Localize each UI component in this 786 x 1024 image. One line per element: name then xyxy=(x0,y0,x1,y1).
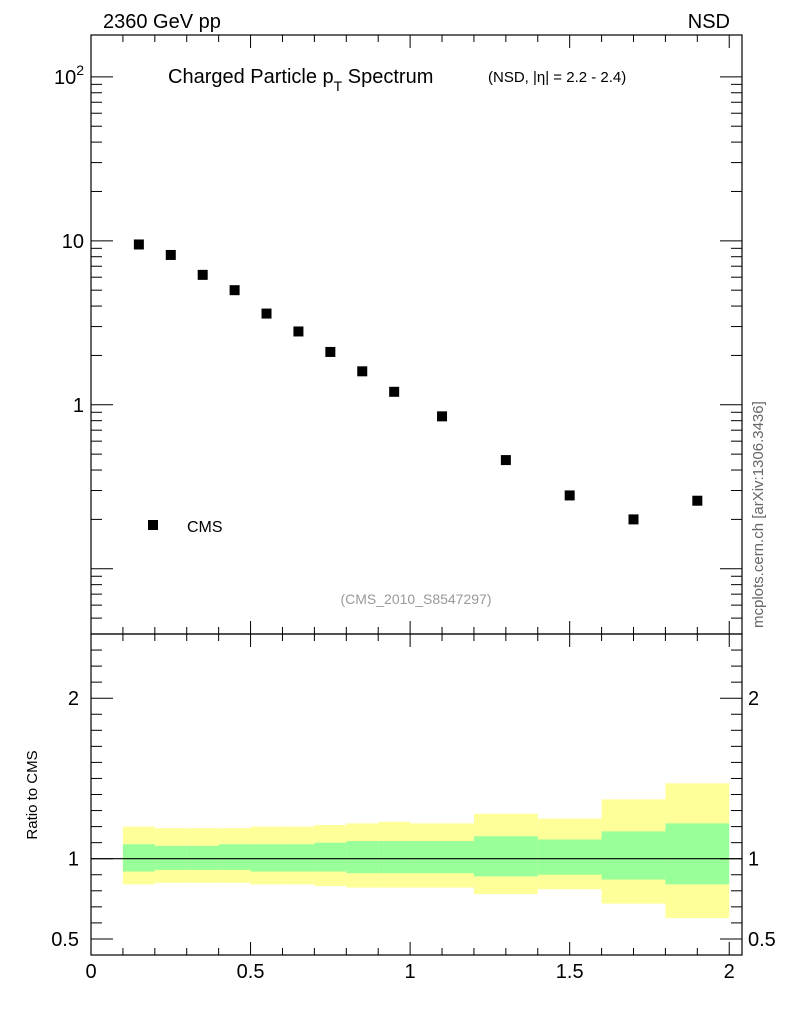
ratio-y-tick-label-left: 0.5 xyxy=(51,929,79,951)
x-tick-label: 1 xyxy=(405,961,416,983)
ratio-y-tick-labels: 0.5 0.5 1 1 2 2 xyxy=(51,688,776,951)
data-point xyxy=(229,285,240,296)
data-point xyxy=(165,249,176,260)
ratio-band-green xyxy=(154,845,187,870)
ratio-band-green xyxy=(122,844,155,872)
ratio-band-green xyxy=(473,836,538,877)
ratio-bands xyxy=(122,783,730,919)
x-tick-labels: 0 0.5 1 1.5 2 xyxy=(85,961,734,983)
data-point xyxy=(261,308,272,319)
ratio-y-tick-label-left: 2 xyxy=(68,688,79,710)
ratio-y-tick-label-right: 1 xyxy=(748,849,759,871)
data-point xyxy=(133,239,144,250)
data-point xyxy=(325,346,336,357)
ratio-y-axis-label: Ratio to CMS xyxy=(24,750,41,839)
legend-label: CMS xyxy=(187,519,223,536)
ratio-y-tick-label-right: 0.5 xyxy=(748,929,776,951)
ratio-band-green xyxy=(314,842,347,872)
data-point xyxy=(500,455,511,466)
ratio-band-green xyxy=(186,845,219,870)
ratio-band-green xyxy=(378,841,411,874)
main-frame xyxy=(90,34,743,635)
main-y-tick-label: 102 xyxy=(54,62,84,89)
ratio-band-green xyxy=(282,844,315,872)
x-tick-label: 0.5 xyxy=(237,961,265,983)
title-tail: Spectrum xyxy=(342,66,433,88)
header-right: NSD xyxy=(688,11,730,33)
data-point xyxy=(293,326,304,337)
ratio-band-green xyxy=(346,841,379,874)
ratio-y-tick-label-left: 1 xyxy=(68,849,79,871)
title-main: Charged Particle p xyxy=(168,66,334,88)
ratio-band-green xyxy=(537,839,602,875)
main-y-tick-labels: 1 10 102 xyxy=(54,62,84,417)
data-points xyxy=(133,239,703,525)
data-point xyxy=(197,269,208,280)
ratio-band-green xyxy=(601,831,666,880)
ratio-band-green xyxy=(410,841,474,874)
ratio-band-green xyxy=(250,844,283,872)
legend-marker xyxy=(148,520,158,530)
ratio-band-green xyxy=(218,844,251,870)
ratio-panel: 0.5 0.5 1 1 2 2 0 0.5 1 1.5 2 Ratio to CMS xyxy=(24,633,776,983)
title-note: (NSD, |η| = 2.2 - 2.4) xyxy=(488,69,626,86)
side-credit-label: mcplots.cern.ch [arXiv:1306.3436] xyxy=(750,401,767,628)
ratio-axis-ticks xyxy=(90,633,742,956)
main-panel: Charged Particle pT Spectrum (NSD, |η| =… xyxy=(54,34,743,635)
analysis-annotation: (CMS_2010_S8547297) xyxy=(341,591,492,607)
ratio-y-tick-label-right: 2 xyxy=(748,688,759,710)
main-axis-ticks xyxy=(90,35,742,635)
data-point xyxy=(692,495,703,506)
x-tick-label: 1.5 xyxy=(556,961,584,983)
main-y-tick-label: 1 xyxy=(73,395,84,417)
data-point xyxy=(564,490,575,501)
data-point xyxy=(357,366,368,377)
data-point xyxy=(628,514,639,525)
ratio-band-green xyxy=(665,823,730,885)
title-subscript: T xyxy=(334,78,343,94)
data-point xyxy=(437,411,448,422)
x-tick-label: 2 xyxy=(724,961,735,983)
x-tick-label: 0 xyxy=(85,961,96,983)
chart-title: Charged Particle pT Spectrum xyxy=(168,66,433,94)
main-y-tick-label: 10 xyxy=(62,231,84,253)
ratio-frame xyxy=(90,633,743,956)
header-left: 2360 GeV pp xyxy=(103,11,221,33)
data-point xyxy=(389,386,400,397)
